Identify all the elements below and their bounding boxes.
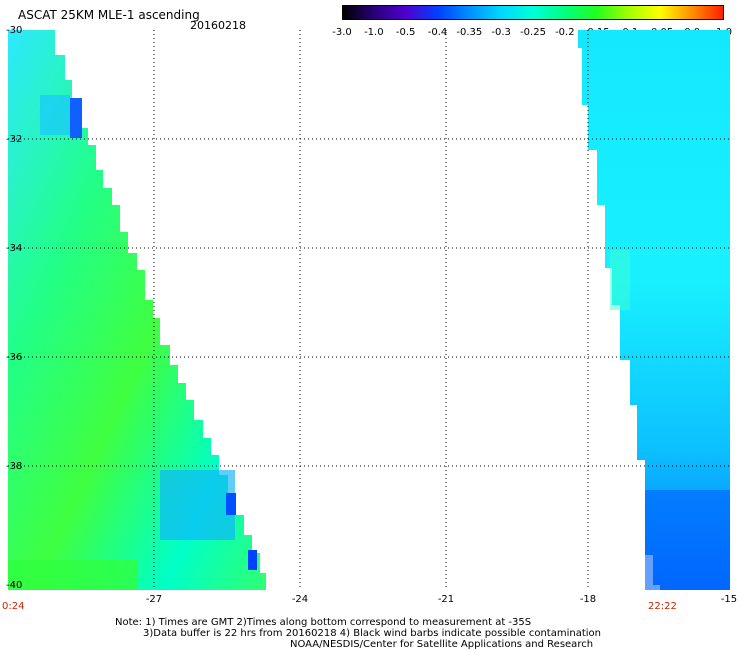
left-swath-patch — [160, 470, 235, 540]
colorbar-tick-label: -0.3 — [491, 27, 511, 38]
lat-label: -36 — [6, 352, 23, 363]
left-swath — [8, 30, 266, 590]
graticule — [8, 30, 730, 590]
lon-label: -24 — [291, 594, 309, 605]
footer-note-1: Note: 1) Times are GMT 2)Times along bot… — [115, 617, 532, 628]
colorbar-tick-label: -0.35 — [456, 27, 483, 38]
left-swath-patch — [70, 98, 82, 138]
map-date: 20160218 — [190, 19, 246, 32]
lat-label: -30 — [6, 25, 23, 36]
colorbar-tick-label: -0.2 — [555, 27, 575, 38]
left-swath-patch — [248, 550, 257, 570]
time-right: 22:22 — [648, 601, 677, 612]
footer-note-2: 3)Data buffer is 22 hrs from 20160218 4)… — [143, 628, 601, 639]
colorbar-tick-label: -3.0 — [332, 27, 352, 38]
right-swath — [578, 30, 730, 590]
colorbar-tick-label: -0.5 — [395, 27, 416, 38]
left-swath-patch — [40, 95, 70, 135]
lon-label: -21 — [437, 594, 455, 605]
time-left: 0:24 — [2, 601, 25, 612]
right-swath-patch — [610, 250, 630, 310]
left-swath-patch — [8, 560, 138, 590]
colorbar-tick-label: -0.25 — [520, 27, 546, 38]
lon-label: -15 — [720, 594, 738, 605]
colorbar — [342, 5, 724, 20]
lat-label: -32 — [6, 134, 23, 145]
right-swath-patch — [645, 490, 730, 590]
colorbar-tick-label: -1.0 — [364, 27, 384, 38]
colorbar-tick-label: -0.4 — [427, 27, 448, 38]
left-swath-patch — [226, 493, 236, 515]
lat-label: -38 — [6, 461, 23, 472]
lon-label: -18 — [579, 594, 597, 605]
lat-label: -34 — [6, 243, 23, 254]
lon-label: -27 — [145, 594, 163, 605]
lat-label: -40 — [6, 580, 23, 591]
map-title: ASCAT 25KM MLE-1 ascending — [18, 8, 200, 22]
footer-note-3: NOAA/NESDIS/Center for Satellite Applica… — [290, 639, 594, 650]
